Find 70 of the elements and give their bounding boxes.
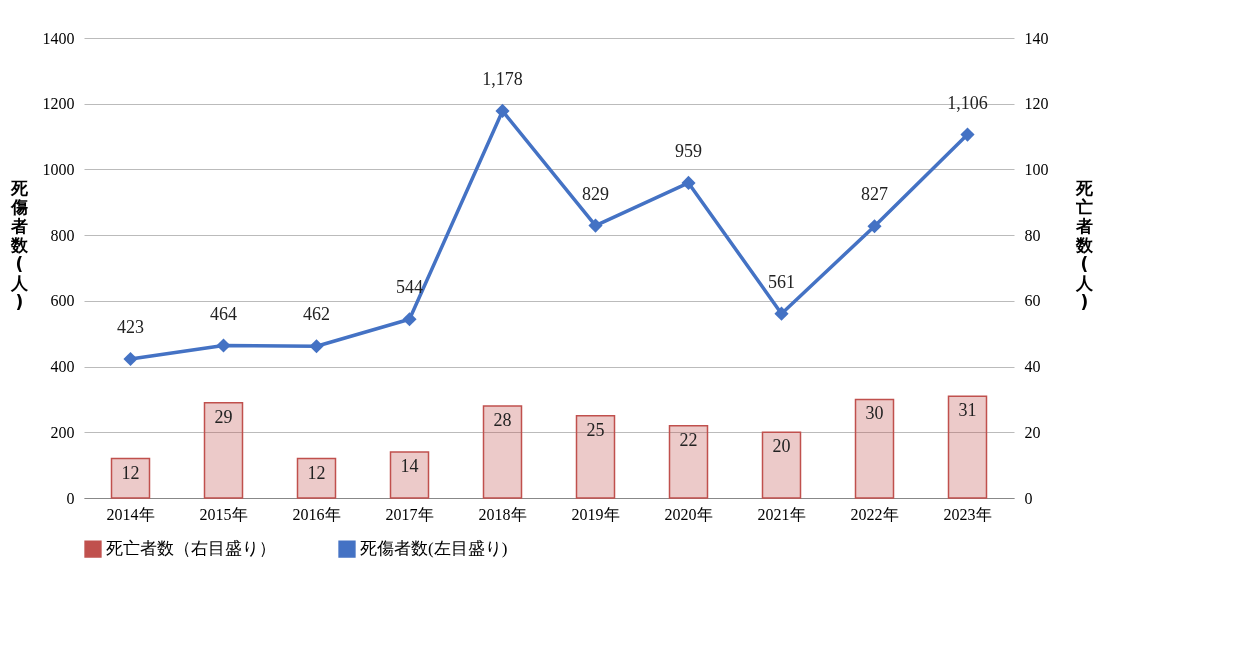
data-label: 28 xyxy=(493,410,512,430)
point xyxy=(588,218,603,233)
x-tick-label: 2019年 xyxy=(571,505,620,523)
point xyxy=(960,127,975,142)
bar xyxy=(110,457,151,499)
data-label: 22 xyxy=(679,429,698,450)
data-label: 959 xyxy=(675,140,702,161)
y2-tick-label: 100 xyxy=(1024,160,1049,178)
data-label: 31 xyxy=(958,400,977,421)
bar xyxy=(482,405,523,499)
data-label: 25 xyxy=(586,419,605,440)
data-label: 14 xyxy=(400,456,419,476)
data-label: 12 xyxy=(307,462,326,483)
y-tick-label: 200 xyxy=(50,423,75,441)
data-label: 561 xyxy=(768,271,795,292)
y2-tick-label: 40 xyxy=(1024,358,1041,376)
y-tick-label: 0 xyxy=(66,489,75,507)
data-label: 12 xyxy=(121,462,140,483)
y2-tick-label: 80 xyxy=(1024,226,1041,244)
data-label: 1,178 xyxy=(482,68,523,89)
bar xyxy=(668,424,709,499)
x-tick-label: 2018年 xyxy=(478,505,527,523)
data-label: 1,106 xyxy=(947,92,988,113)
point xyxy=(867,219,882,234)
point xyxy=(681,175,696,190)
x-tick-label: 2021年 xyxy=(757,505,806,523)
point xyxy=(774,306,789,321)
y-axis-title: 死傷者数(人) xyxy=(10,177,29,312)
y-tick-label: 1400 xyxy=(42,29,75,47)
x-tick-label: 2016年 xyxy=(292,505,341,523)
legend-label: 死亡者数（右目盛り） xyxy=(106,539,276,559)
data-label: 462 xyxy=(303,304,330,325)
y-tick-label: 400 xyxy=(50,358,75,376)
y2-axis-title: 死亡者数(人) xyxy=(1075,177,1094,312)
bar xyxy=(575,415,616,499)
y2-tick-label: 20 xyxy=(1024,423,1041,441)
y-tick-label: 1200 xyxy=(42,95,75,113)
bar xyxy=(761,431,802,499)
bar xyxy=(947,395,988,499)
data-label: 30 xyxy=(865,403,884,424)
bar xyxy=(203,401,244,499)
data-label: 829 xyxy=(582,183,609,204)
data-label: 423 xyxy=(117,317,144,338)
x-tick-label: 2022年 xyxy=(850,505,899,523)
y-tick-label: 600 xyxy=(50,292,75,310)
data-label: 827 xyxy=(861,184,888,205)
point xyxy=(216,338,231,353)
bar xyxy=(854,398,895,499)
y2-tick-label: 60 xyxy=(1024,292,1041,310)
x-tick-label: 2023年 xyxy=(943,505,992,523)
y2-tick-label: 0 xyxy=(1024,489,1033,507)
data-label: 464 xyxy=(210,303,237,324)
point xyxy=(402,312,417,327)
data-label: 29 xyxy=(214,406,233,427)
point xyxy=(309,339,324,354)
y-tick-label: 800 xyxy=(50,226,75,244)
data-label: 20 xyxy=(772,436,791,457)
y-tick-label: 1000 xyxy=(42,160,75,178)
y2-tick-label: 120 xyxy=(1024,95,1049,113)
point xyxy=(495,103,510,119)
x-tick-label: 2017年 xyxy=(385,505,434,523)
bar xyxy=(389,451,430,499)
data-label: 544 xyxy=(396,277,423,298)
bar xyxy=(296,457,337,499)
point xyxy=(123,351,138,367)
x-tick-label: 2020年 xyxy=(664,505,713,523)
x-tick-label: 2014年 xyxy=(106,505,155,523)
legend-label: 死傷者数(左目盛り) xyxy=(360,539,508,559)
y2-tick-label: 140 xyxy=(1024,29,1049,47)
x-tick-label: 2015年 xyxy=(199,505,248,523)
